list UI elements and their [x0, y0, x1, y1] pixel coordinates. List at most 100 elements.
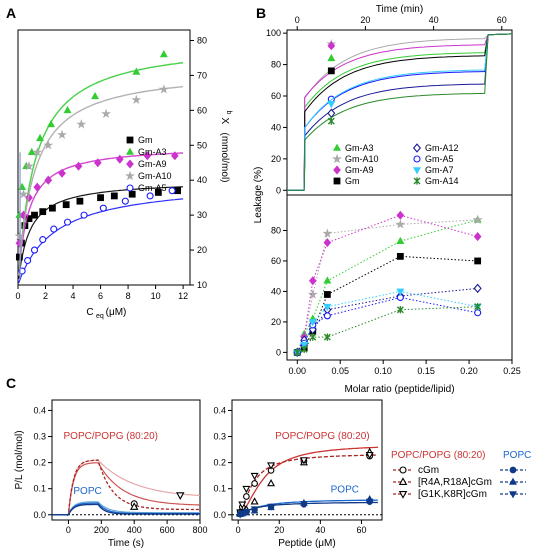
data-point-gm-a9 — [74, 161, 83, 171]
trace-marker-gm — [327, 67, 335, 75]
legend-marker-gm-a5 — [126, 184, 134, 192]
x-tick-label-a: 0 — [15, 291, 20, 301]
dose-line-gm-a5 — [296, 296, 478, 353]
data-point-gm — [31, 211, 38, 219]
x-tick-label-c-right: 40 — [315, 525, 325, 535]
y-tick-label-b-bottom: 60 — [271, 256, 281, 266]
y-tick-label-a: 60 — [197, 105, 207, 115]
data-point-gm — [49, 204, 56, 212]
data-point-gm-a3 — [63, 105, 72, 114]
data-point-gm-a9 — [171, 151, 179, 161]
annotation-popc-c-right: POPC — [331, 485, 359, 496]
legend-label-1: [R4A,R18A]cGm — [418, 477, 492, 488]
dose-point-gm-a10 — [472, 214, 483, 225]
legend-label-gm-a3: Gm-A3 — [345, 143, 374, 153]
dose-point-gm-a14 — [293, 348, 301, 356]
legend-label-0: cGm — [418, 465, 439, 476]
dose-point-gm-a7 — [300, 341, 309, 350]
trace-popc-3 — [52, 503, 200, 517]
x-tick-label-b-bottom: 0.00 — [289, 366, 307, 376]
data-point-gm-a9 — [143, 151, 152, 161]
legend-label-gm: Gm — [138, 135, 153, 145]
data-point-gm — [25, 215, 33, 223]
kinetic-trace-gm-a14 — [287, 33, 513, 191]
legend-marker-popc — [509, 466, 517, 474]
x-tick-label-b-bottom: 0.25 — [503, 366, 521, 376]
kinetic-trace-gm — [287, 33, 513, 191]
data-point-gm-a5 — [50, 225, 58, 233]
dose-point-cgm — [243, 493, 250, 500]
legend-label-2: [G1K,K8R]cGm — [418, 489, 487, 500]
panel-b: 0 20 40 60 Time (min) 0 20 40 60 80 100 Gm-A3Gm-A10… — [253, 4, 521, 395]
dose-point-gm-a9 — [308, 276, 317, 286]
trace-popg-3 — [52, 459, 200, 516]
data-point-gm-a10 — [76, 119, 87, 129]
kinetic-point — [176, 492, 185, 500]
panel-label-a: A — [6, 5, 16, 21]
y-tick-label-a: 50 — [197, 140, 207, 150]
x-tick-label-b-top: 60 — [497, 15, 507, 25]
y-tick-label-b-top: 80 — [271, 60, 281, 70]
data-point-gm-a5 — [63, 218, 72, 226]
y-tick-label-c-left: 0.1 — [33, 484, 46, 494]
x-tick-label-c-right: 60 — [356, 525, 366, 535]
legend-marker-gm — [126, 136, 134, 144]
x-tick-label-c-left: 0 — [66, 525, 71, 535]
y-axis-label-sub-a: b — [225, 111, 232, 115]
x-axis-label-c-left: Time (s) — [108, 538, 144, 549]
data-point-gm — [128, 190, 136, 198]
legend-marker-gm-a14 — [413, 177, 421, 185]
dose-point-[g1k,k8r]cgm — [242, 485, 251, 494]
dose-point-gm-a14 — [309, 333, 317, 341]
data-point-gm-a10 — [158, 84, 169, 94]
data-point-gm — [62, 201, 70, 209]
legend-group-popc: POPC — [503, 450, 531, 461]
data-point-gm — [76, 197, 84, 205]
legend-marker-gm-a3 — [126, 147, 134, 155]
trace-popg-1 — [52, 459, 201, 516]
kinetic-trace-gm-a12 — [287, 33, 513, 191]
y-tick-label-c-left: 0.3 — [33, 432, 46, 442]
x-axis-label-sub-a: eq — [96, 313, 104, 320]
dose-point-gm-a3 — [396, 236, 405, 244]
y-tick-label-b-top: 60 — [271, 91, 281, 101]
dose-point-[g1k,k8r]cgm — [238, 510, 247, 518]
kinetic-trace-gm-a9 — [287, 33, 513, 191]
data-point-gm-a3 — [36, 133, 44, 142]
data-point-gm-a5 — [99, 204, 107, 212]
y-tick-label-b-bottom: 80 — [271, 225, 281, 235]
dose-point-[r4a,r18a]cgm — [267, 478, 276, 487]
dose-line-gm-a9 — [296, 214, 478, 353]
legend-label-gm-a7: Gm-A7 — [425, 165, 454, 175]
x-axis-label-c-right: Peptide (μM) — [278, 538, 335, 549]
plot-frame-a — [17, 29, 191, 286]
data-point-gm-a9 — [44, 175, 53, 185]
annotation-popc-c-left: POPC — [73, 486, 101, 497]
dose-line-gm-a14 — [297, 306, 478, 353]
annotation-popg-c-left: POPC/POPG (80:20) — [64, 431, 158, 442]
dose-point-gm — [474, 257, 482, 265]
trace-popc-1 — [52, 501, 200, 516]
kinetic-trace-gm-a10 — [287, 33, 513, 191]
data-point-gm-a10 — [18, 189, 29, 199]
dose-point-[g1k,k8r]cgm — [238, 501, 247, 509]
fit-curve-gm-a3 — [18, 62, 184, 276]
data-point-gm-a10 — [101, 108, 112, 119]
dose-point-gm-a7 — [396, 288, 405, 296]
data-point-gm-a10 — [32, 147, 43, 157]
data-point-gm-a5 — [168, 187, 176, 195]
y-tick-label-b-bottom: 0 — [276, 347, 281, 357]
legend-label-gm-a5: Gm-A5 — [138, 183, 167, 193]
legend-marker-gm — [333, 177, 341, 185]
y-tick-label-c-right: 0.1 — [213, 484, 226, 494]
x-tick-label-a: 2 — [43, 291, 48, 301]
data-point-gm-a5 — [80, 211, 88, 219]
dose-point-gm-a9 — [473, 232, 482, 242]
legend-marker-popg — [398, 491, 408, 499]
y-tick-label-a: 70 — [197, 70, 207, 80]
legend-marker-gm-a5 — [413, 155, 421, 163]
x-tick-label-a: 6 — [98, 291, 103, 301]
dose-point-[g1k,k8r]cgm — [300, 501, 308, 509]
legend-label-gm-a3: Gm-A3 — [138, 147, 167, 157]
